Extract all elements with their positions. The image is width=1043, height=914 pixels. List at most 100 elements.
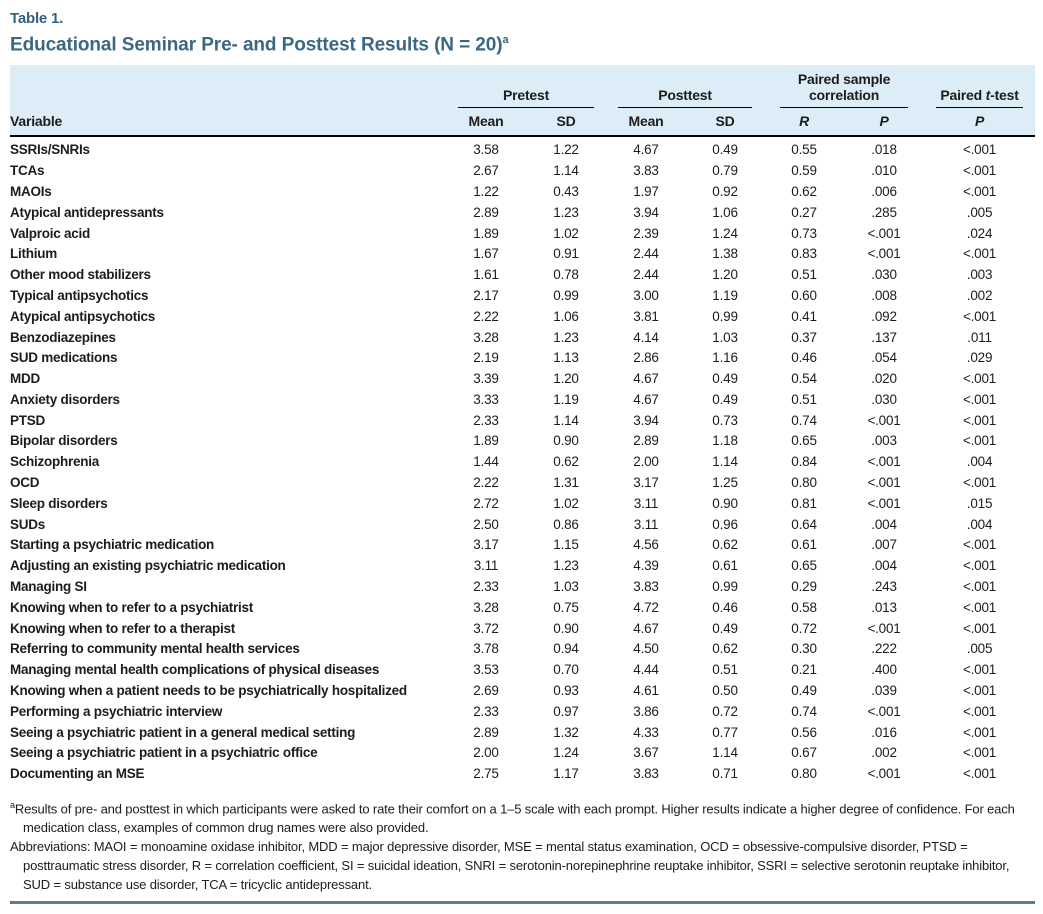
row-variable: Other mood stabilizers — [10, 267, 151, 283]
row-value-pretest-mean: 3.39 — [473, 371, 499, 387]
row-value-correlation-p: .030 — [871, 267, 897, 283]
row-variable: Managing SI — [10, 579, 87, 595]
table-row: Seeing a psychiatric patient in a psychi… — [10, 743, 1035, 764]
row-value-correlation-r: 0.61 — [791, 537, 817, 553]
row-value-ttest-p: <.001 — [962, 183, 997, 199]
row-value-posttest-mean: 3.94 — [633, 204, 659, 220]
row-value-pretest-mean: 2.89 — [473, 724, 499, 740]
row-value-posttest-sd: 1.25 — [712, 475, 738, 491]
row-value-posttest-sd: 1.19 — [712, 287, 738, 303]
row-value-posttest-mean: 4.67 — [633, 371, 659, 387]
table-row: Benzodiazepines 3.28 1.23 4.14 1.03 0.37 .137.… — [10, 328, 1035, 349]
row-value-correlation-p: .054 — [871, 350, 897, 366]
row-value-correlation-p: .006 — [871, 183, 897, 199]
row-value-pretest-sd: 0.91 — [553, 246, 579, 262]
row-value-pretest-mean: 3.28 — [473, 329, 499, 345]
row-value-pretest-mean: 2.75 — [473, 766, 499, 782]
row-variable: Valproic acid — [10, 225, 91, 241]
row-value-correlation-r: 0.30 — [791, 641, 817, 657]
row-value-posttest-mean: 4.67 — [633, 142, 659, 158]
table-row: SUD medications 2.19 1.13 2.86 1.16 0.46 .054.… — [10, 348, 1035, 369]
header-posttest-mean: Mean — [606, 108, 687, 138]
row-value-correlation-p: .004 — [871, 558, 897, 574]
row-value-correlation-p: .013 — [871, 599, 897, 615]
row-value-pretest-mean: 3.53 — [473, 662, 499, 678]
row-value-ttest-p: .015 — [966, 495, 993, 511]
row-variable: Sleep disorders — [10, 495, 108, 511]
row-variable: MAOIs — [10, 183, 52, 199]
row-value-posttest-mean: 4.72 — [633, 599, 659, 615]
header-group-paired-t-test-label: Paired t-test — [936, 87, 1024, 109]
paired-t-test-text-post: -test — [990, 87, 1019, 104]
row-value-posttest-mean: 2.44 — [633, 246, 659, 262]
row-value-ttest-p: <.001 — [962, 745, 997, 761]
row-value-correlation-r: 0.74 — [791, 703, 817, 719]
row-value-pretest-sd: 1.23 — [553, 558, 579, 574]
row-value-ttest-p: .011 — [967, 329, 992, 345]
row-value-posttest-mean: 4.33 — [633, 724, 659, 740]
row-value-correlation-p: .030 — [871, 391, 897, 407]
row-value-correlation-p: <.001 — [867, 225, 901, 241]
row-value-correlation-p: <.001 — [867, 766, 901, 782]
row-variable: Documenting an MSE — [10, 766, 145, 782]
row-value-posttest-sd: 0.51 — [712, 662, 738, 678]
row-value-posttest-mean: 3.00 — [633, 287, 659, 303]
row-value-posttest-mean: 4.56 — [633, 537, 659, 553]
row-value-ttest-p: <.001 — [962, 163, 997, 179]
table-row: Other mood stabilizers 1.61 0.78 2.44 1.20 0.… — [10, 265, 1035, 286]
row-value-posttest-sd: 0.50 — [712, 683, 738, 699]
footnote-abbreviations-text: Abbreviations: MAOI = monoamine oxidase … — [10, 839, 1010, 893]
row-value-correlation-p: .010 — [871, 163, 897, 179]
row-value-pretest-mean: 2.33 — [473, 579, 499, 595]
row-variable: Bipolar disorders — [10, 433, 118, 449]
row-value-posttest-mean: 3.83 — [633, 766, 659, 782]
row-value-correlation-p: .400 — [871, 662, 897, 678]
row-value-posttest-sd: 0.46 — [712, 599, 738, 615]
row-value-ttest-p: .024 — [966, 225, 993, 241]
header-correlation-r: R — [764, 108, 845, 138]
table-row: OCD 2.22 1.31 3.17 1.25 0.80 <.001 <.001 — [10, 473, 1035, 494]
row-value-posttest-sd: 0.73 — [712, 412, 738, 428]
row-value-posttest-mean: 1.97 — [633, 183, 659, 199]
row-value-posttest-mean: 3.86 — [633, 703, 659, 719]
header-group-posttest: Posttest — [606, 65, 765, 109]
row-value-correlation-r: 0.84 — [791, 454, 817, 470]
row-variable: OCD — [10, 475, 40, 491]
footnote-marker: a — [10, 800, 15, 811]
row-value-posttest-mean: 4.61 — [633, 683, 659, 699]
row-value-pretest-mean: 1.67 — [473, 246, 499, 262]
row-value-posttest-mean: 3.83 — [633, 163, 659, 179]
row-value-pretest-sd: 1.17 — [553, 766, 579, 782]
row-value-pretest-mean: 3.17 — [473, 537, 499, 553]
row-value-correlation-p: .018 — [871, 142, 897, 158]
row-value-pretest-sd: 0.90 — [553, 620, 579, 636]
row-value-pretest-mean: 2.50 — [473, 516, 499, 532]
row-value-posttest-mean: 3.11 — [633, 495, 659, 511]
row-value-pretest-sd: 0.94 — [553, 641, 579, 657]
row-value-correlation-r: 0.64 — [791, 516, 817, 532]
row-variable: PTSD — [10, 412, 46, 428]
row-value-correlation-p: .243 — [871, 579, 897, 595]
row-value-pretest-sd: 0.97 — [553, 703, 579, 719]
row-value-posttest-mean: 2.86 — [633, 350, 659, 366]
row-value-posttest-mean: 4.44 — [633, 662, 659, 678]
row-variable: Performing a psychiatric interview — [10, 703, 223, 719]
table-row: SSRIs/SNRIs 3.58 1.22 4.67 0.49 0.55 .018 <.001 — [10, 136, 1035, 161]
row-value-correlation-r: 0.49 — [791, 683, 817, 699]
table-row: TCAs 2.67 1.14 3.83 0.79 0.59 .010 <.001 — [10, 161, 1035, 182]
row-value-pretest-mean: 1.89 — [473, 225, 499, 241]
paired-t-test-italic-t: t — [985, 87, 991, 104]
table-row: Referring to community mental health ser… — [10, 639, 1035, 660]
row-variable: Seeing a psychiatric patient in a psychi… — [10, 745, 318, 761]
row-value-pretest-sd: 1.22 — [553, 142, 579, 158]
row-value-posttest-sd: 0.49 — [712, 371, 738, 387]
row-value-pretest-sd: 1.19 — [553, 391, 579, 407]
row-value-correlation-p: <.001 — [867, 620, 901, 636]
row-value-posttest-sd: 1.06 — [712, 204, 738, 220]
row-variable: Managing mental health complications of … — [10, 662, 380, 678]
row-value-ttest-p: <.001 — [962, 683, 997, 699]
row-value-posttest-mean: 3.83 — [633, 579, 659, 595]
row-value-correlation-r: 0.60 — [791, 287, 817, 303]
row-value-posttest-sd: 0.49 — [712, 391, 738, 407]
